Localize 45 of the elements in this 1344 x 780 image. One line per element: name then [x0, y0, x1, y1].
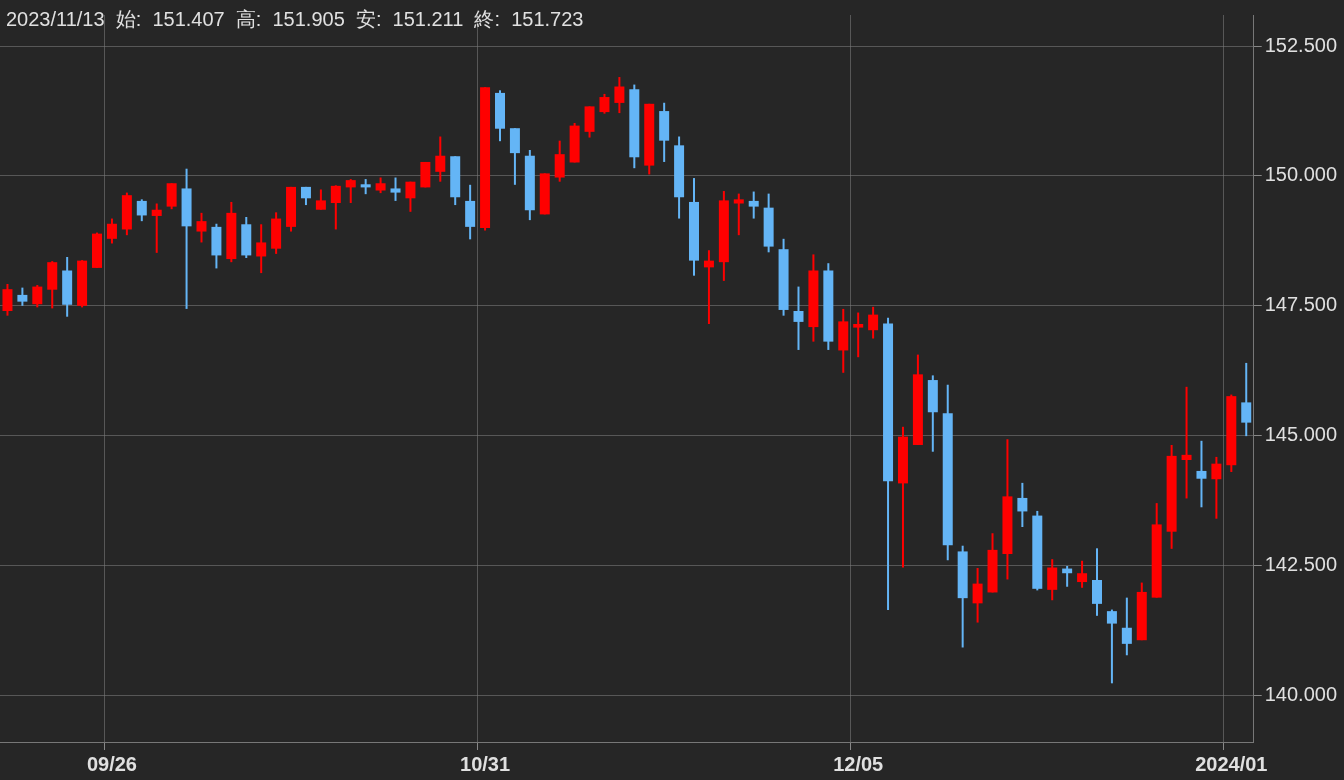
candlestick	[435, 135, 446, 183]
y-tick-label: 142.500	[1264, 552, 1337, 575]
candlestick	[196, 211, 207, 244]
candlestick	[972, 567, 983, 624]
candlestick	[345, 178, 356, 204]
candlestick	[315, 188, 326, 211]
x-tick-label: 12/05	[833, 752, 884, 775]
candlestick	[330, 184, 341, 231]
candlestick	[1181, 385, 1192, 500]
y-tick-label: 152.500	[1264, 33, 1337, 56]
x-tick-label: 09/26	[86, 752, 137, 775]
annotation: 2023/11/13 始: 151.407 高: 151.905 安: 151.211 終: 151.723	[6, 7, 584, 30]
candlestick	[1196, 439, 1207, 509]
candlestick	[1211, 455, 1222, 520]
candlestick	[1077, 559, 1088, 589]
candlestick	[32, 284, 43, 309]
candlestick	[405, 180, 416, 213]
y-tick-label: 147.500	[1264, 293, 1337, 316]
candlestick	[1017, 481, 1028, 529]
candlestick	[1121, 596, 1132, 657]
candlestick	[614, 76, 625, 115]
candlestick	[151, 202, 162, 254]
candlestick	[853, 311, 864, 359]
candlestick	[166, 182, 177, 211]
candlestick	[17, 286, 28, 307]
y-tick-label: 145.000	[1264, 423, 1337, 446]
y-tick-label: 150.000	[1264, 163, 1337, 186]
candlestick	[793, 285, 804, 351]
candlestick	[748, 190, 759, 220]
candlestick	[1047, 558, 1058, 602]
candlestick	[2, 282, 13, 317]
x-tick-label: 10/31	[460, 752, 511, 775]
candlestick	[599, 92, 610, 115]
candlestick	[390, 176, 401, 202]
candlestick	[1106, 608, 1117, 685]
candlestick	[136, 198, 147, 223]
x-tick-label: 2024/01	[1195, 752, 1268, 775]
candlestick	[1241, 361, 1252, 438]
candlestick	[554, 139, 565, 183]
candlestick	[1091, 547, 1102, 617]
candlestick	[106, 217, 117, 245]
candlestick	[256, 223, 267, 275]
candlestick	[733, 192, 744, 237]
y-tick-label: 140.000	[1264, 682, 1337, 705]
candlestick	[868, 305, 879, 340]
